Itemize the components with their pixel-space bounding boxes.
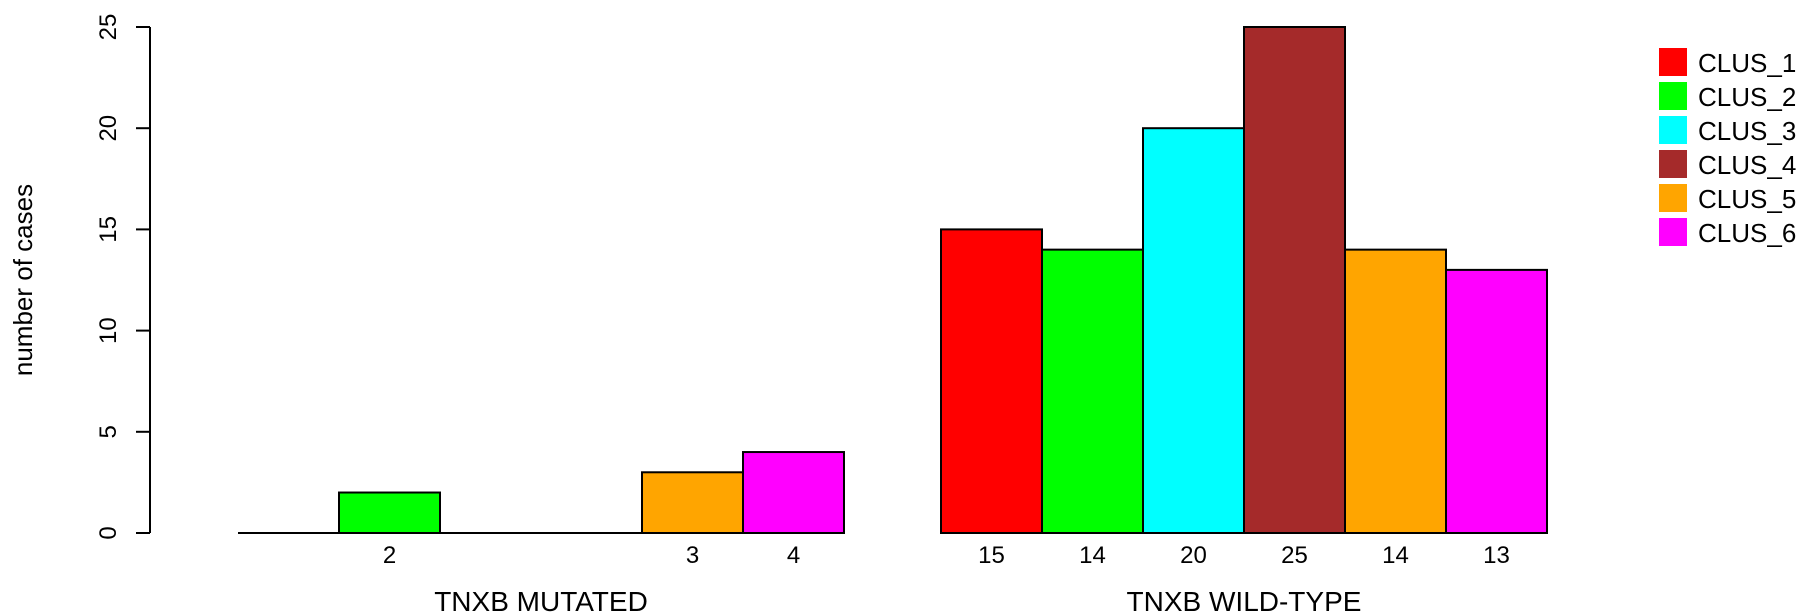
bar-value-label: 2 bbox=[383, 542, 396, 569]
bar-value-label: 13 bbox=[1483, 542, 1510, 569]
y-axis: 0 5 10 15 20 25 bbox=[95, 14, 151, 540]
legend-label: CLUS_1 bbox=[1698, 48, 1796, 78]
bars bbox=[238, 26, 1548, 535]
legend: CLUS_1 CLUS_2 CLUS_3 CLUS_4 CLUS_5 CLUS_6 bbox=[1659, 48, 1796, 248]
legend-swatch bbox=[1659, 184, 1687, 212]
bar-clus-6-wild-type bbox=[1445, 268, 1548, 534]
legend-swatch bbox=[1659, 150, 1687, 178]
y-tick-label: 20 bbox=[95, 115, 122, 142]
y-tick-label: 25 bbox=[95, 14, 122, 41]
bar-value-label: 14 bbox=[1382, 542, 1409, 569]
bar-value-label: 14 bbox=[1079, 542, 1106, 569]
legend-swatch bbox=[1659, 82, 1687, 110]
y-tick-label: 0 bbox=[95, 526, 122, 539]
bar-clus-2-mutated bbox=[338, 491, 441, 534]
bar-value-label: 3 bbox=[686, 542, 699, 569]
legend-swatch bbox=[1659, 48, 1687, 76]
bar-value-label: 20 bbox=[1180, 542, 1207, 569]
bar-clus-6-mutated bbox=[742, 451, 845, 535]
y-axis-title: number of cases bbox=[8, 184, 38, 376]
group-labels: TNXB MUTATED TNXB WILD-TYPE bbox=[434, 586, 1361, 616]
bar-clus-2-wild-type bbox=[1041, 248, 1144, 534]
legend-label: CLUS_4 bbox=[1698, 150, 1796, 180]
legend-label: CLUS_5 bbox=[1698, 184, 1796, 214]
bar-clus-3-wild-type bbox=[1142, 127, 1245, 534]
legend-label: CLUS_2 bbox=[1698, 82, 1796, 112]
bar-value-labels: 2 3 4 15 14 20 25 14 13 bbox=[383, 542, 1510, 569]
legend-label: CLUS_6 bbox=[1698, 218, 1796, 248]
group-label: TNXB MUTATED bbox=[434, 586, 648, 616]
y-tick-label: 10 bbox=[95, 317, 122, 344]
bar-clus-5-mutated bbox=[641, 471, 744, 534]
bar-clus-1-wild-type bbox=[940, 228, 1043, 534]
y-tick-label: 5 bbox=[95, 425, 122, 438]
bar-value-label: 15 bbox=[978, 542, 1005, 569]
group-label: TNXB WILD-TYPE bbox=[1127, 586, 1362, 616]
bar-value-label: 25 bbox=[1281, 542, 1308, 569]
legend-swatch bbox=[1659, 116, 1687, 144]
bar-value-label: 4 bbox=[787, 542, 800, 569]
legend-label: CLUS_3 bbox=[1698, 116, 1796, 146]
legend-swatch bbox=[1659, 218, 1687, 246]
bar-clus-4-wild-type bbox=[1243, 26, 1346, 534]
y-tick-label: 15 bbox=[95, 216, 122, 243]
bar-clus-5-wild-type bbox=[1344, 248, 1447, 534]
